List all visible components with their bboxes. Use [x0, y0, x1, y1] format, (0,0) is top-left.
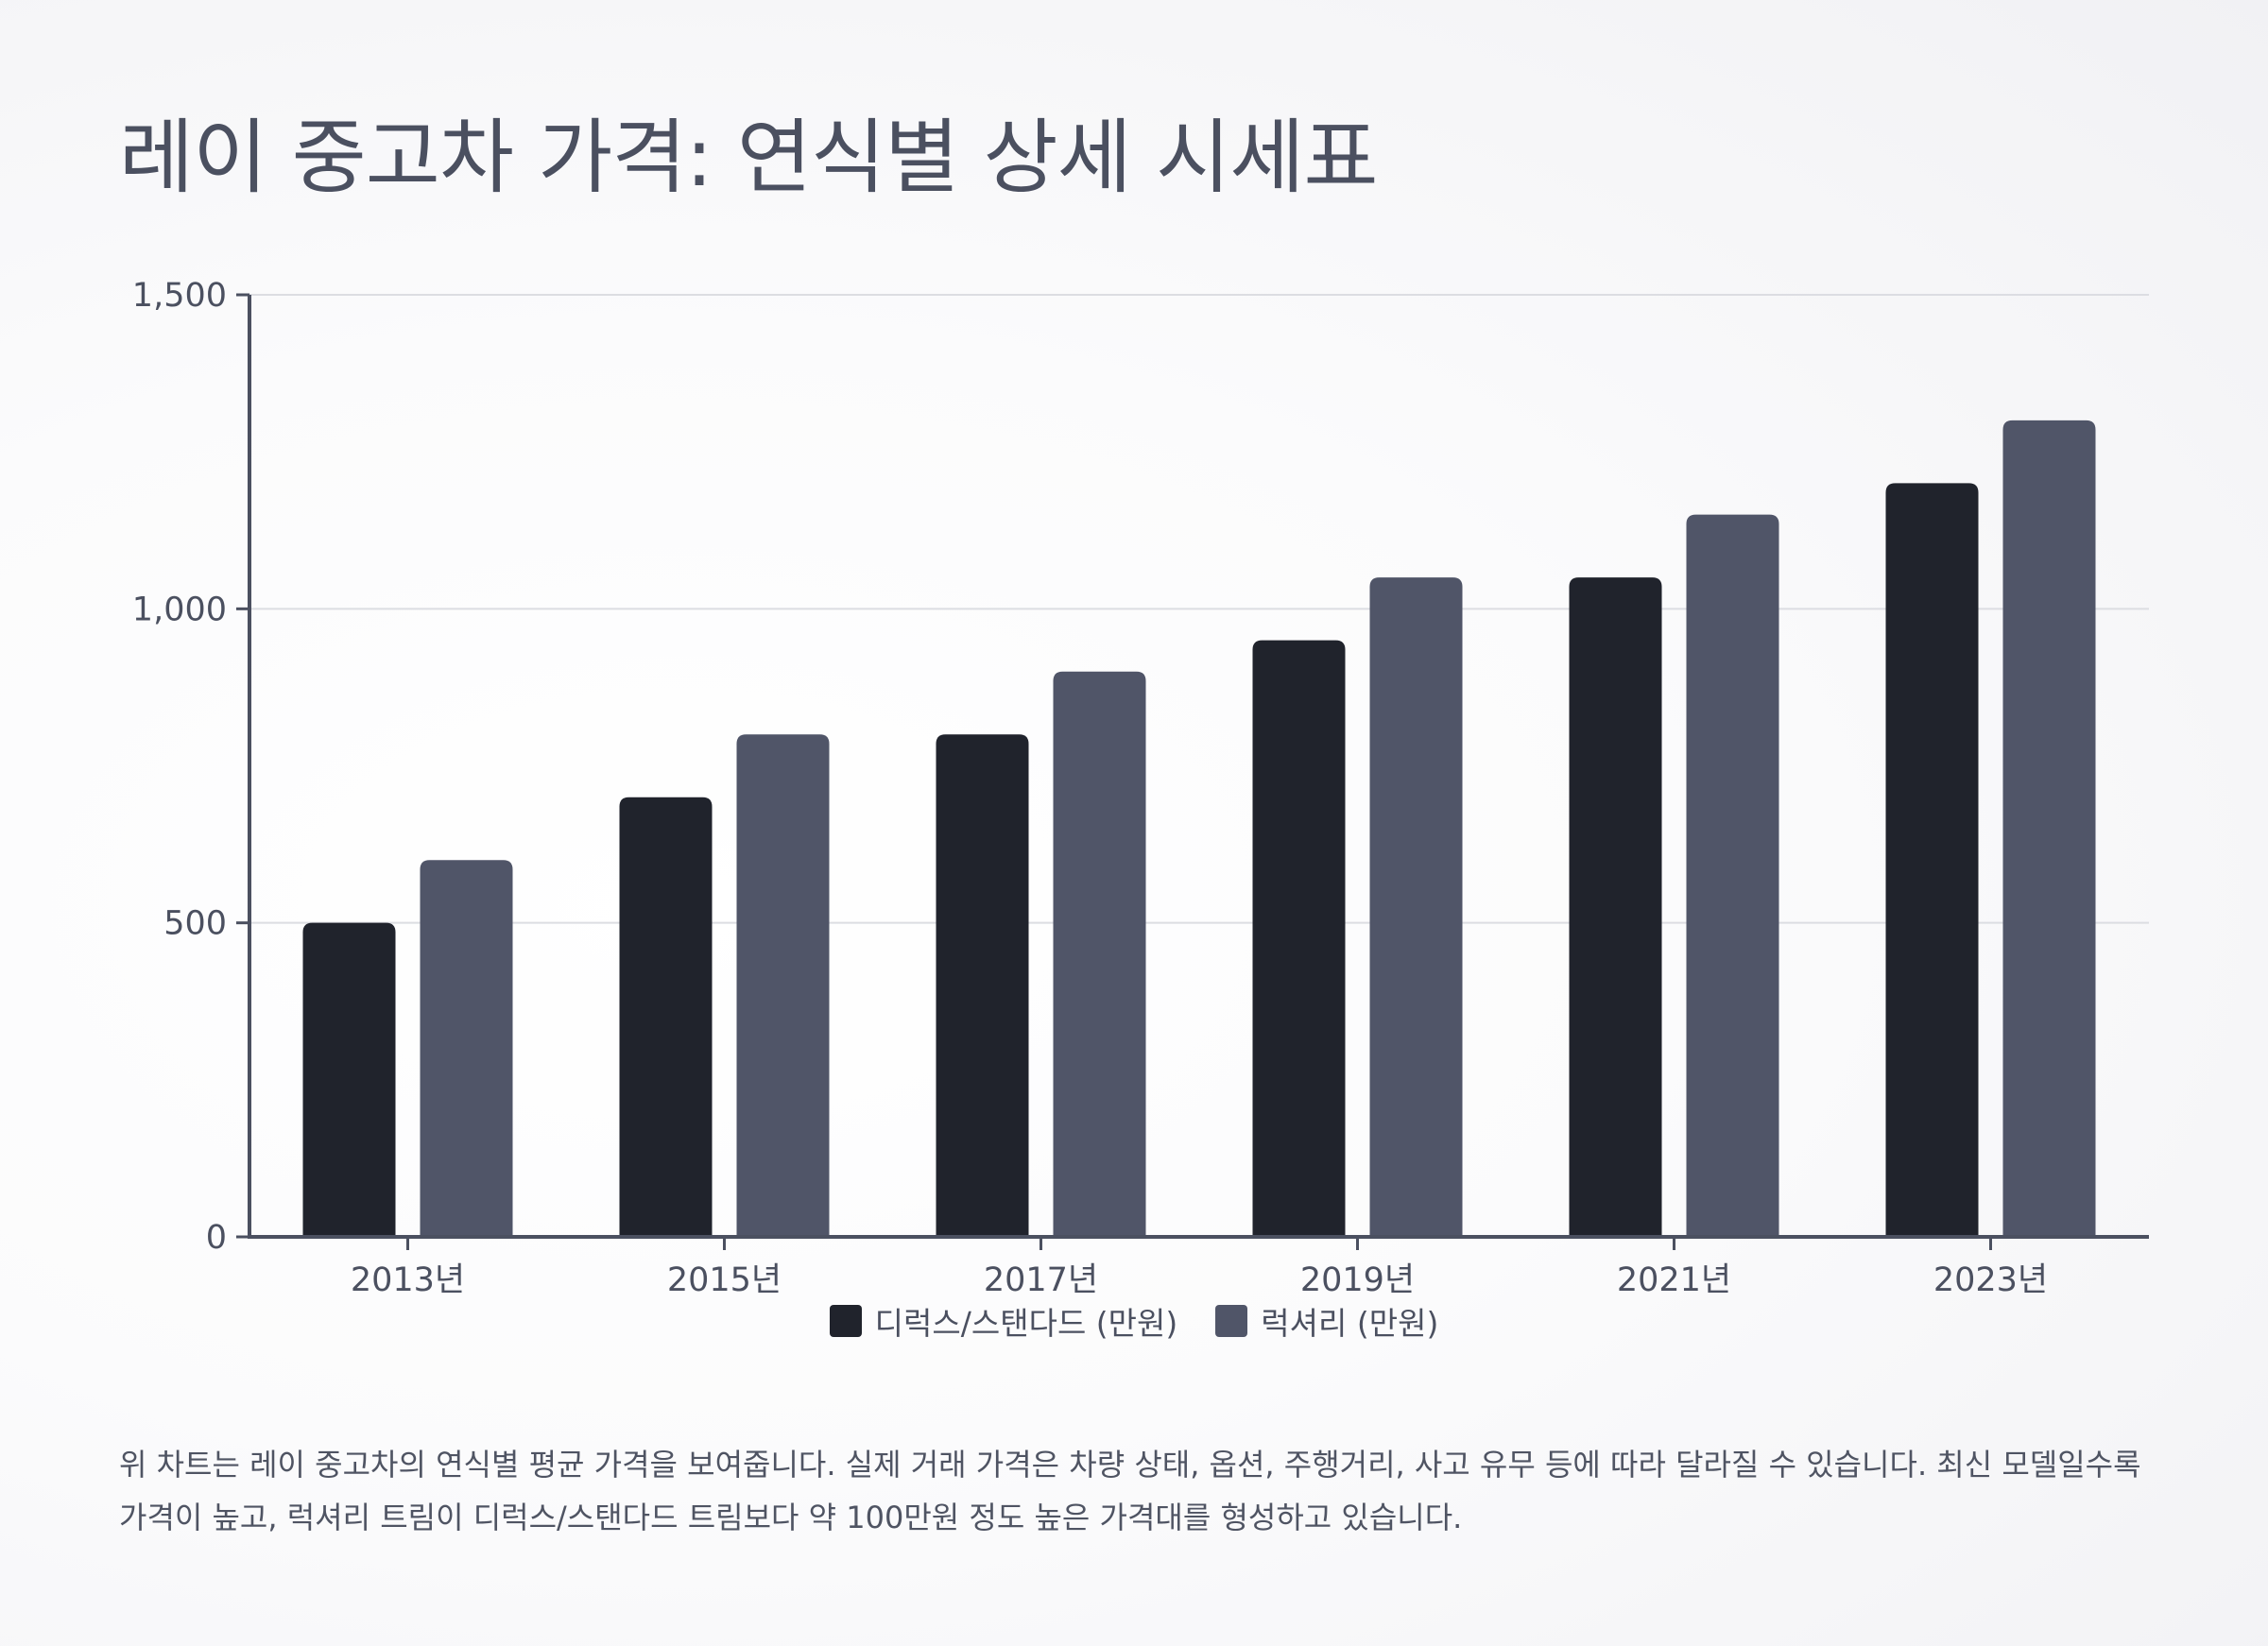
bar-deluxe-2017년[interactable] — [936, 734, 1029, 1237]
bar-luxury-2019년[interactable] — [1369, 577, 1463, 1237]
bars — [302, 420, 2096, 1237]
y-tick-label-1500: 1,500 — [132, 277, 227, 315]
legend-item-luxury[interactable]: 럭셔리 (만원) — [1215, 1298, 1438, 1344]
x-tick-label-2023년: 2023년 — [1933, 1261, 2048, 1299]
gridlines — [249, 294, 2149, 924]
legend-swatch-deluxe — [829, 1305, 862, 1337]
x-tick-label-2017년: 2017년 — [984, 1261, 1098, 1299]
y-tick-label-500: 500 — [163, 905, 227, 943]
legend-label-deluxe: 디럭스/스탠다드 (만원) — [874, 1305, 1178, 1342]
legend: 디럭스/스탠다드 (만원) 럭셔리 (만원) — [0, 1298, 2268, 1344]
bar-luxury-2015년[interactable] — [736, 734, 830, 1237]
legend-label-luxury: 럭셔리 (만원) — [1261, 1305, 1439, 1342]
bar-deluxe-2023년[interactable] — [1885, 483, 1979, 1237]
bar-luxury-2017년[interactable] — [1053, 671, 1146, 1237]
page-title: 레이 중고차 가격: 연식별 상세 시세표 — [119, 111, 1378, 205]
bar-luxury-2013년[interactable] — [420, 860, 513, 1237]
legend-swatch-luxury — [1215, 1305, 1248, 1337]
axes — [236, 293, 2149, 1250]
y-tick-label-0: 0 — [206, 1219, 227, 1257]
y-tick-label-1000: 1,000 — [132, 591, 227, 628]
tick-labels: 0 500 1,000 1,500 2013년 2015년 2017년 2019년 2021년 2… — [132, 277, 2048, 1299]
bar-deluxe-2021년[interactable] — [1569, 577, 1662, 1237]
chart-caption: 위 차트는 레이 중고차의 연식별 평균 가격을 보여줍니다. 실제 거래 가격… — [119, 1447, 2141, 1535]
bar-luxury-2023년[interactable] — [2002, 420, 2096, 1237]
x-tick-label-2013년: 2013년 — [351, 1261, 465, 1299]
x-tick-label-2019년: 2019년 — [1300, 1261, 1415, 1299]
bar-deluxe-2015년[interactable] — [619, 797, 713, 1237]
bar-deluxe-2019년[interactable] — [1252, 640, 1346, 1237]
x-tick-label-2015년: 2015년 — [667, 1261, 782, 1299]
x-tick-label-2021년: 2021년 — [1617, 1261, 1731, 1299]
bar-luxury-2021년[interactable] — [1686, 514, 1779, 1237]
legend-item-deluxe[interactable]: 디럭스/스탠다드 (만원) — [829, 1298, 1178, 1344]
bar-deluxe-2013년[interactable] — [302, 922, 396, 1237]
